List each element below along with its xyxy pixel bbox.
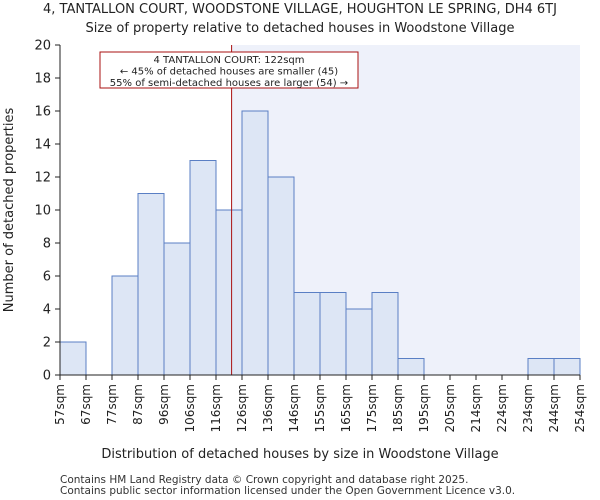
y-tick-label-12: 12 <box>34 171 51 186</box>
x-tick-label-234sqm: 234sqm <box>521 384 535 432</box>
x-tick-label-205sqm: 205sqm <box>443 384 457 432</box>
bar-96sqm <box>163 242 191 376</box>
x-axis-label: Distribution of detached houses by size … <box>101 447 498 462</box>
bar-234sqm <box>527 358 555 376</box>
x-tick-label-116sqm: 116sqm <box>209 384 223 432</box>
x-tick-label-224sqm: 224sqm <box>495 384 509 432</box>
bar-126sqm <box>241 110 269 376</box>
bar-116sqm <box>215 209 243 376</box>
x-tick-label-57sqm: 57sqm <box>53 384 67 425</box>
y-tick-label-6: 6 <box>43 270 51 285</box>
annotation-line-3: 55% of semi-detached houses are larger (… <box>110 78 348 89</box>
y-tick-label-8: 8 <box>43 237 51 252</box>
x-tick-label-254sqm: 254sqm <box>573 384 587 432</box>
bar-244sqm <box>553 358 581 376</box>
bar-146sqm <box>293 292 321 376</box>
x-tick-label-175sqm: 175sqm <box>365 384 379 432</box>
x-tick-label-96sqm: 96sqm <box>157 384 171 425</box>
bar-87sqm <box>137 193 165 376</box>
x-tick-label-77sqm: 77sqm <box>105 384 119 425</box>
bar-106sqm <box>189 160 217 376</box>
x-tick-label-185sqm: 185sqm <box>391 384 405 432</box>
y-tick-label-20: 20 <box>34 39 51 54</box>
x-tick-label-165sqm: 165sqm <box>339 384 353 432</box>
x-tick-label-214sqm: 214sqm <box>469 384 483 432</box>
y-axis-label: Number of detached properties <box>2 108 17 313</box>
footer-line-1: Contains HM Land Registry data © Crown c… <box>60 474 468 486</box>
chart-title: 4, TANTALLON COURT, WOODSTONE VILLAGE, H… <box>43 2 557 17</box>
bar-185sqm <box>397 358 425 376</box>
x-tick-label-67sqm: 67sqm <box>79 384 93 425</box>
x-tick-label-195sqm: 195sqm <box>417 384 431 432</box>
x-tick-label-136sqm: 136sqm <box>261 384 275 432</box>
annotation-line-1: 4 TANTALLON COURT: 122sqm <box>153 55 304 66</box>
x-tick-label-155sqm: 155sqm <box>313 384 327 432</box>
x-tick-label-146sqm: 146sqm <box>287 384 301 432</box>
footer-line-2: Contains public sector information licen… <box>60 485 515 497</box>
y-tick-label-14: 14 <box>34 138 51 153</box>
annotation-box <box>99 51 359 89</box>
y-tick-label-2: 2 <box>43 336 51 351</box>
chart-subtitle: Size of property relative to detached ho… <box>86 21 515 36</box>
y-tick-label-18: 18 <box>34 72 51 87</box>
bar-77sqm <box>111 275 139 376</box>
x-tick-label-126sqm: 126sqm <box>235 384 249 432</box>
bar-175sqm <box>371 292 399 376</box>
annotation-line-2: ← 45% of detached houses are smaller (45… <box>120 67 338 78</box>
bar-165sqm <box>345 308 373 376</box>
plot-area: 0 2 4 6 8 10 12 14 16 18 20 57sqm 67sqm 77sqm 87sqm 96s… <box>34 39 587 433</box>
y-tick-label-0: 0 <box>43 369 51 384</box>
y-tick-label-16: 16 <box>34 105 51 120</box>
x-tick-label-106sqm: 106sqm <box>183 384 197 432</box>
bar-136sqm <box>267 176 295 376</box>
x-tick-label-87sqm: 87sqm <box>131 384 145 425</box>
bar-155sqm <box>319 292 347 376</box>
y-tick-label-4: 4 <box>43 303 51 318</box>
bar-57sqm <box>59 341 87 376</box>
x-tick-label-244sqm: 244sqm <box>547 384 561 432</box>
y-tick-label-10: 10 <box>34 204 51 219</box>
